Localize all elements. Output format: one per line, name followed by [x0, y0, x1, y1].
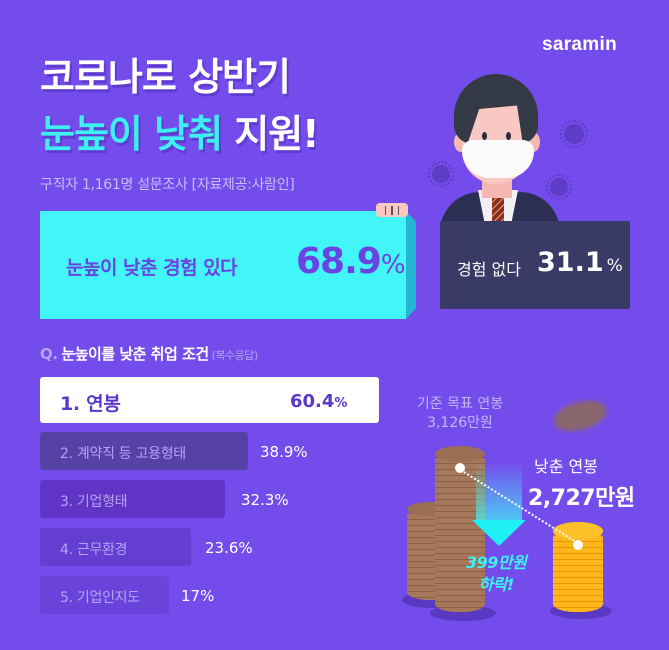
- condition-value: 17%: [181, 587, 215, 605]
- salary-drop-label: 하락!: [478, 575, 515, 594]
- headline-rest: 지원!: [234, 112, 319, 156]
- yes-experience-label: 눈높이 낮춘 경험 있다: [66, 257, 238, 279]
- box-3d-edge: [406, 211, 416, 319]
- condition-value: 32.3%: [241, 491, 289, 509]
- eye: [482, 132, 487, 140]
- condition-label: 1. 연봉: [60, 393, 121, 415]
- no-experience-box: 경험 없다 31.1%: [440, 221, 630, 309]
- question-note: (복수응답): [211, 349, 259, 362]
- condition-bar-2: 2. 계약직 등 고용형태: [40, 432, 248, 470]
- condition-bar-3: 3. 기업형태: [40, 480, 225, 518]
- question-heading: Q. 눈높이를 낮춘 취업 조건 (복수응답): [40, 343, 258, 364]
- condition-bar-5: 5. 기업인지도: [40, 576, 169, 614]
- flying-coin-icon: [550, 395, 610, 437]
- headline-line-1: 코로나로 상반기: [40, 55, 291, 99]
- condition-value: 38.9%: [260, 443, 308, 461]
- arrow-glow: [476, 462, 522, 522]
- masked-person-illustration: [440, 70, 560, 232]
- headline-highlight: 눈높이 낮춰: [40, 112, 223, 156]
- virus-icon: [560, 120, 588, 148]
- virus-icon: [428, 161, 454, 187]
- virus-icon: [546, 174, 572, 200]
- condition-label: 5. 기업인지도: [60, 590, 140, 606]
- condition-label: 3. 기업형태: [60, 494, 128, 510]
- condition-value: 60.4%: [290, 391, 348, 412]
- eye: [506, 132, 511, 140]
- yes-experience-box: 눈높이 낮춘 경험 있다 68.9%: [40, 211, 406, 319]
- survey-source: 구직자 1,161명 설문조사 [자료제공:사람인]: [40, 177, 295, 193]
- connector-dot: [573, 540, 583, 550]
- condition-value: 23.6%: [205, 539, 253, 557]
- no-experience-label: 경험 없다: [457, 260, 521, 279]
- question-prefix: Q.: [40, 345, 58, 363]
- target-salary-label: 기준 목표 연봉: [416, 396, 504, 412]
- condition-bar-4: 4. 근무환경: [40, 528, 191, 566]
- connector-dot: [455, 463, 465, 473]
- question-text: 눈높이를 낮춘 취업 조건: [61, 345, 209, 363]
- salary-drop-amount: 399만원: [466, 553, 527, 572]
- hand-icon: [376, 203, 408, 217]
- down-arrow-icon: [472, 520, 526, 546]
- target-salary: 기준 목표 연봉 3,126만원: [410, 395, 510, 433]
- target-salary-value: 3,126만원: [427, 415, 493, 431]
- headline-line-2: 눈높이 낮춰 지원!: [40, 103, 320, 158]
- condition-label: 4. 근무환경: [60, 542, 128, 558]
- saramin-logo: saramin: [542, 34, 617, 55]
- no-experience-value: 31.1%: [537, 247, 623, 278]
- salary-drop: 399만원 하락!: [466, 552, 527, 596]
- coin-top: [435, 446, 485, 462]
- lowered-salary-label: 낮춘 연봉: [534, 457, 598, 476]
- face-mask: [462, 140, 534, 178]
- condition-label: 2. 계약직 등 고용형태: [60, 446, 186, 462]
- gold-coin-top: [553, 522, 603, 540]
- lowered-salary-value: 2,727만원: [528, 486, 635, 511]
- condition-bar-1: 1. 연봉 60.4%: [40, 377, 379, 423]
- yes-experience-value: 68.9%: [296, 241, 406, 282]
